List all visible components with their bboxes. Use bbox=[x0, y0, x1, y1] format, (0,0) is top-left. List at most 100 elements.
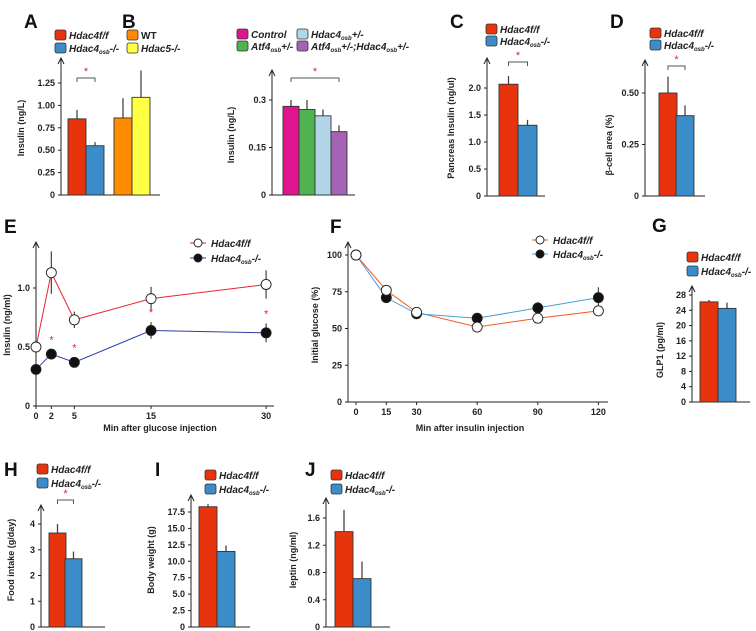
legend-label: Hdac4osb-/- bbox=[701, 267, 752, 279]
y-axis-arrow-icon bbox=[641, 58, 649, 67]
data-point bbox=[45, 348, 57, 360]
y-tick-label: 0 bbox=[30, 622, 35, 631]
bar bbox=[675, 115, 695, 197]
legend-marker bbox=[193, 238, 203, 248]
y-tick-label: 3 bbox=[30, 545, 35, 555]
legend-label: Hdac4f/f bbox=[211, 239, 252, 250]
legend-swatch bbox=[36, 463, 49, 475]
x-tick-label: 120 bbox=[591, 407, 606, 417]
legend-swatch bbox=[485, 23, 498, 35]
significance-star: * bbox=[63, 488, 68, 500]
data-point bbox=[380, 284, 392, 296]
panel-label: B bbox=[122, 12, 136, 33]
y-tick-label: 75 bbox=[332, 287, 342, 297]
bar bbox=[658, 92, 678, 197]
y-tick-label: 0.50 bbox=[621, 88, 639, 98]
y-tick-label: 1.2 bbox=[307, 540, 320, 550]
y-tick-label: 0.3 bbox=[253, 95, 266, 105]
legend-label: Hdac4f/f bbox=[219, 471, 260, 482]
legend-label: Hdac4f/f bbox=[664, 29, 705, 40]
y-tick-label: 0.8 bbox=[307, 568, 320, 578]
legend-swatch bbox=[126, 29, 139, 41]
bar bbox=[67, 118, 87, 196]
panel-label: F bbox=[330, 217, 342, 238]
legend-marker bbox=[535, 235, 545, 245]
panel-label: E bbox=[4, 217, 17, 238]
bar bbox=[330, 131, 348, 196]
bar bbox=[216, 550, 236, 628]
y-tick-label: 0 bbox=[180, 622, 185, 631]
y-axis-label: Insulin (ng/L) bbox=[16, 100, 26, 157]
bar bbox=[298, 109, 316, 196]
legend-swatch bbox=[686, 251, 699, 263]
x-axis-label: Min after glucose injection bbox=[103, 423, 217, 433]
data-point bbox=[30, 363, 42, 375]
data-point bbox=[532, 302, 544, 314]
y-tick-label: 0 bbox=[476, 191, 481, 201]
y-tick-label: 2 bbox=[30, 571, 35, 581]
legend-swatch bbox=[236, 28, 249, 40]
legend-swatch bbox=[649, 39, 662, 51]
y-tick-label: 4 bbox=[681, 382, 686, 392]
y-tick-label: 1.5 bbox=[468, 110, 481, 120]
y-tick-label: 20 bbox=[676, 321, 686, 331]
bar bbox=[717, 307, 737, 403]
y-tick-label: 0 bbox=[261, 190, 266, 200]
data-point bbox=[532, 312, 544, 324]
significance-star: * bbox=[84, 66, 89, 78]
legend-swatch bbox=[204, 483, 217, 495]
bar bbox=[498, 83, 519, 197]
legend-label: Hdac4osb-/- bbox=[51, 479, 102, 491]
panel-g: 0 4 8 12 16 20 24 28 GLP1 (pg/ml) G Hdac4f/f Hdac4o… bbox=[652, 216, 752, 407]
legend-swatch bbox=[296, 40, 309, 52]
y-axis-label: leptin (ng/ml) bbox=[288, 532, 298, 589]
bar bbox=[64, 558, 83, 628]
legend-swatch bbox=[204, 469, 217, 481]
bar bbox=[85, 145, 105, 196]
y-tick-label: 15.0 bbox=[167, 523, 185, 533]
y-tick-label: 1.0 bbox=[468, 137, 481, 147]
legend-swatch bbox=[126, 42, 139, 54]
y-axis-arrow-icon bbox=[57, 56, 65, 65]
y-tick-label: 1.0 bbox=[17, 283, 30, 293]
legend-label: Hdac4osb-/- bbox=[219, 485, 270, 497]
legend-swatch bbox=[54, 42, 67, 54]
bar bbox=[48, 532, 67, 628]
data-point bbox=[68, 314, 80, 326]
y-tick-label: 25 bbox=[332, 360, 342, 370]
significance-bracket bbox=[290, 77, 340, 82]
panel-e: 0 0.5 1.0 Insulin (ng/ml) E 0 2 5 15 30 Min after … bbox=[2, 217, 274, 433]
y-tick-label: 0 bbox=[337, 397, 342, 407]
y-axis-label: Pancreas Insulin (ng/ul) bbox=[446, 77, 456, 179]
data-point bbox=[350, 249, 362, 261]
data-point bbox=[145, 293, 157, 305]
significance-star: * bbox=[264, 308, 269, 320]
y-axis-label: GLP1 (pg/ml) bbox=[655, 322, 665, 378]
legend-marker bbox=[193, 253, 203, 263]
legend-label: Hdac4f/f bbox=[69, 31, 110, 42]
x-tick-label: 15 bbox=[381, 407, 391, 417]
legend-label: Hdac4osb-/- bbox=[553, 250, 604, 262]
y-tick-label: 0 bbox=[25, 401, 30, 411]
x-tick-label: 15 bbox=[146, 411, 156, 421]
y-axis-label: Body weight (g) bbox=[146, 526, 156, 594]
legend-label: Hdac4f/f bbox=[51, 465, 92, 476]
legend-swatch bbox=[36, 477, 49, 489]
x-tick-label: 30 bbox=[412, 407, 422, 417]
panel-h: 0 1 2 3 4 Food intake (g/day) H Hdac4f/f Hdac4os… bbox=[4, 460, 105, 631]
legend-label: Atf4osb+/- bbox=[250, 42, 294, 54]
data-point bbox=[145, 325, 157, 336]
data-point bbox=[45, 267, 57, 279]
y-axis-label: Insulin (ng/L) bbox=[226, 107, 236, 164]
significance-star: * bbox=[49, 334, 54, 346]
y-tick-label: 0.75 bbox=[37, 123, 55, 133]
y-axis-arrow-icon bbox=[32, 240, 40, 249]
legend-label: Hdac4f/f bbox=[553, 236, 594, 247]
y-tick-label: 0 bbox=[315, 622, 320, 631]
significance-bracket bbox=[76, 77, 96, 82]
y-tick-label: 0.50 bbox=[37, 145, 55, 155]
bar bbox=[699, 301, 719, 403]
y-tick-label: 12 bbox=[676, 351, 686, 361]
series-line bbox=[355, 254, 599, 319]
